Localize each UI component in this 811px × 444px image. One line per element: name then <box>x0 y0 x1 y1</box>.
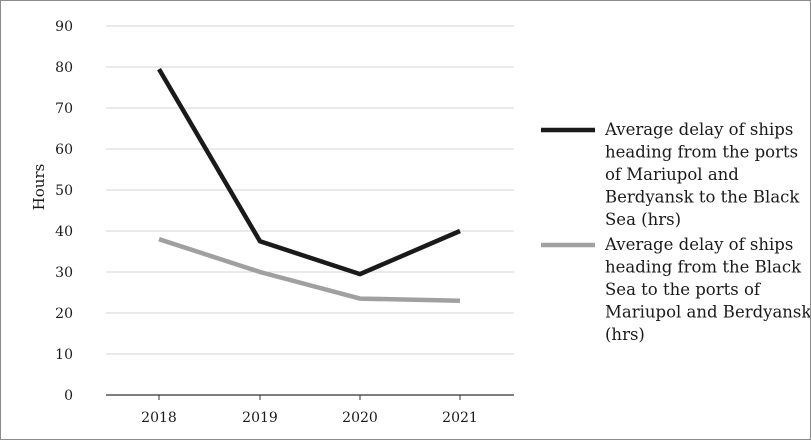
x-tick-labels: 2018 2019 2020 2021 <box>141 410 478 426</box>
legend-label-line: heading from the ports <box>605 143 798 162</box>
series-lines <box>159 69 460 301</box>
legend: Average delay of ships heading from the p… <box>541 120 810 344</box>
legend-entry-1: Average delay of ships heading from the p… <box>541 120 800 229</box>
y-tick-label: 90 <box>55 19 73 35</box>
x-tick-label: 2020 <box>342 410 378 426</box>
axes <box>106 395 514 400</box>
y-tick-label: 70 <box>55 101 73 117</box>
legend-label-line: (hrs) <box>605 325 645 344</box>
series-line-1 <box>159 69 460 274</box>
y-tick-label: 10 <box>55 347 73 363</box>
y-tick-labels: 0 10 20 30 40 50 60 70 80 90 <box>55 19 73 404</box>
y-tick-label: 30 <box>55 265 73 281</box>
y-tick-label: 50 <box>55 183 73 199</box>
y-tick-label: 40 <box>55 224 73 240</box>
legend-label-line: of Mariupol and <box>605 165 739 184</box>
legend-label-line: heading from the Black <box>605 258 802 277</box>
y-tick-label: 20 <box>55 306 73 322</box>
legend-label-line: Average delay of ships <box>604 120 793 139</box>
y-axis-label: Hours <box>30 164 48 211</box>
legend-label-line: Berdyansk to the Black <box>605 188 800 207</box>
y-tick-label: 0 <box>64 388 73 404</box>
x-tick-label: 2019 <box>242 410 278 426</box>
x-tick-label: 2018 <box>141 410 177 426</box>
legend-label-line: Mariupol and Berdyansk <box>605 303 810 322</box>
y-tick-label: 80 <box>55 60 73 76</box>
gridlines <box>106 26 514 354</box>
x-tick-label: 2021 <box>442 410 478 426</box>
legend-label-line: Sea to the ports of <box>605 280 762 299</box>
y-tick-label: 60 <box>55 142 73 158</box>
legend-label-line: Sea (hrs) <box>605 210 681 229</box>
legend-label-line: Average delay of ships <box>604 235 793 254</box>
legend-entry-2: Average delay of ships heading from the B… <box>541 235 810 344</box>
